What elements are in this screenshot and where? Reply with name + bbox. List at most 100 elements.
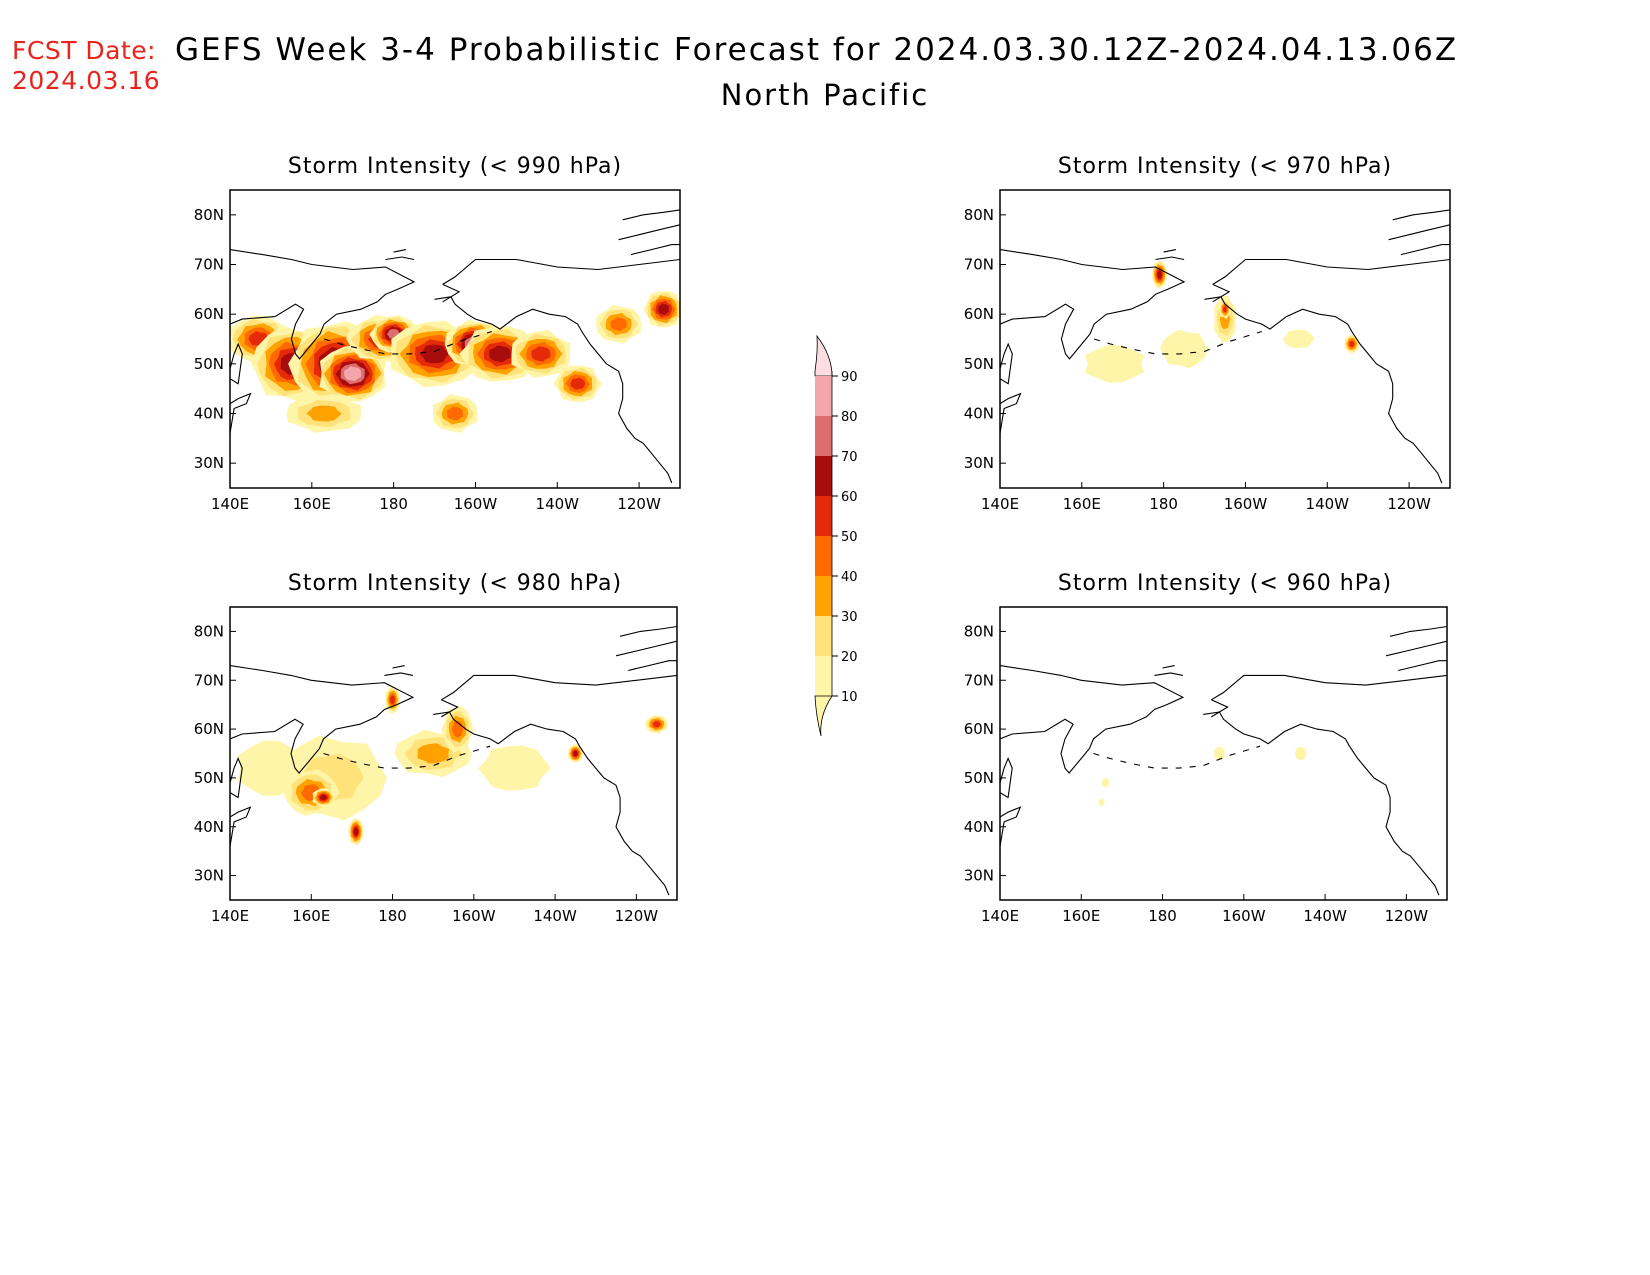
- coastlines: [230, 625, 677, 896]
- lat-tick-label: 80N: [194, 206, 224, 224]
- lon-tick-label: 140W: [1303, 907, 1347, 925]
- coastline: [442, 258, 680, 285]
- probability-contour: [353, 827, 359, 836]
- colorbar-cap-bottom: [814, 695, 833, 737]
- colorbar-cap-top: [814, 334, 833, 377]
- colorbar-segment: [815, 616, 832, 656]
- colorbar-segment: [815, 456, 832, 496]
- lat-tick-label: 60N: [964, 305, 994, 323]
- lon-tick-label: 180: [379, 495, 408, 513]
- coastline: [615, 640, 677, 657]
- coastlines: [230, 209, 680, 484]
- colorbar-segment: [815, 576, 832, 616]
- colorbar-segment: [815, 416, 832, 456]
- lat-tick-label: 70N: [194, 671, 224, 689]
- coastline: [441, 674, 677, 701]
- probability-field: [1098, 746, 1307, 806]
- colorbar-label: 40: [841, 570, 858, 585]
- coastline: [392, 665, 405, 669]
- panel-title: Storm Intensity (< 970 hPa): [1058, 154, 1392, 179]
- coastline: [1212, 258, 1450, 285]
- coastline: [1154, 672, 1184, 676]
- map-frame: [229, 606, 678, 901]
- probability-contour: [478, 745, 551, 791]
- map-frame: [999, 606, 1448, 901]
- coastline: [630, 244, 680, 256]
- coastline: [1000, 392, 1022, 439]
- probability-contour: [531, 346, 551, 362]
- coastline: [230, 806, 252, 852]
- lat-tick-label: 80N: [194, 622, 224, 640]
- colorbar-label: 20: [841, 650, 858, 665]
- panel-title: Storm Intensity (< 960 hPa): [1058, 571, 1392, 596]
- panel-title: Storm Intensity (< 990 hPa): [288, 154, 622, 179]
- coastline: [393, 249, 407, 253]
- lon-tick-label: 120W: [1387, 495, 1431, 513]
- probability-contour: [390, 695, 395, 705]
- lon-tick-label: 140E: [211, 495, 249, 513]
- coastline: [1000, 756, 1013, 799]
- probability-contour: [489, 345, 511, 363]
- colorbar-label: 80: [841, 410, 858, 425]
- coastline: [1000, 249, 1186, 360]
- coastline: [230, 342, 243, 385]
- probability-contour: [1101, 778, 1110, 788]
- probability-contour: [344, 366, 362, 382]
- coastline: [619, 625, 677, 637]
- coastline: [628, 660, 677, 672]
- map-panel-980: Storm Intensity (< 980 hPa) 140E 160E 180 1…: [194, 571, 678, 925]
- fcst-date-value: 2024.03.16: [12, 66, 161, 95]
- coastline: [622, 209, 680, 221]
- lat-tick-label: 30N: [194, 867, 224, 885]
- lat-tick-label: 50N: [964, 355, 994, 373]
- lat-tick-label: 80N: [964, 622, 994, 640]
- coastline: [1388, 224, 1450, 241]
- coastline: [1000, 806, 1022, 852]
- probability-contour: [1098, 798, 1105, 806]
- probability-contour: [1282, 329, 1315, 349]
- probability-contour: [420, 344, 449, 364]
- lon-tick-label: 160E: [293, 495, 331, 513]
- map-frame: [999, 189, 1451, 489]
- lon-tick-label: 140W: [1306, 495, 1350, 513]
- probability-contour: [1085, 345, 1144, 383]
- colorbar-label: 60: [841, 490, 858, 505]
- lat-tick-label: 50N: [194, 769, 224, 787]
- lon-tick-label: 160E: [1063, 495, 1101, 513]
- colorbar-label: 50: [841, 530, 858, 545]
- coastline: [1385, 640, 1447, 657]
- lon-tick-label: 160W: [452, 907, 496, 925]
- colorbar-segment: [815, 656, 832, 696]
- coastline: [1203, 711, 1220, 718]
- coastline: [385, 256, 415, 261]
- lon-tick-label: 120W: [1385, 907, 1429, 925]
- lat-tick-label: 30N: [964, 867, 994, 885]
- coastline: [323, 745, 491, 769]
- coastlines: [1000, 209, 1450, 484]
- probability-contour: [1160, 329, 1208, 369]
- coastline: [1162, 665, 1175, 669]
- lat-tick-label: 60N: [194, 305, 224, 323]
- lat-tick-label: 60N: [964, 720, 994, 738]
- coastline: [1163, 249, 1177, 253]
- lon-tick-label: 140E: [981, 495, 1019, 513]
- colorbar-label: 30: [841, 610, 858, 625]
- probability-field: [1085, 260, 1360, 383]
- coastline: [1389, 625, 1447, 637]
- probability-contour: [570, 377, 586, 390]
- colorbar-label: 90: [841, 370, 858, 385]
- fcst-date-label: FCST Date:: [12, 36, 157, 65]
- map-panel-990: Storm Intensity (< 990 hPa) 140E 160E 180 1…: [194, 154, 681, 513]
- lon-tick-label: 120W: [615, 907, 659, 925]
- map-panel-970: Storm Intensity (< 970 hPa) 140E 160E 180 1…: [964, 154, 1451, 513]
- coastline: [230, 756, 243, 799]
- lat-tick-label: 70N: [964, 256, 994, 274]
- coastline: [618, 224, 680, 241]
- lat-tick-label: 70N: [194, 256, 224, 274]
- colorbar-legend: 90 80 70 60 50 40 30 20 10: [814, 334, 858, 737]
- coastline: [1000, 342, 1013, 385]
- coastline: [1212, 283, 1443, 484]
- coastline: [1093, 330, 1262, 355]
- probability-contour: [652, 721, 661, 728]
